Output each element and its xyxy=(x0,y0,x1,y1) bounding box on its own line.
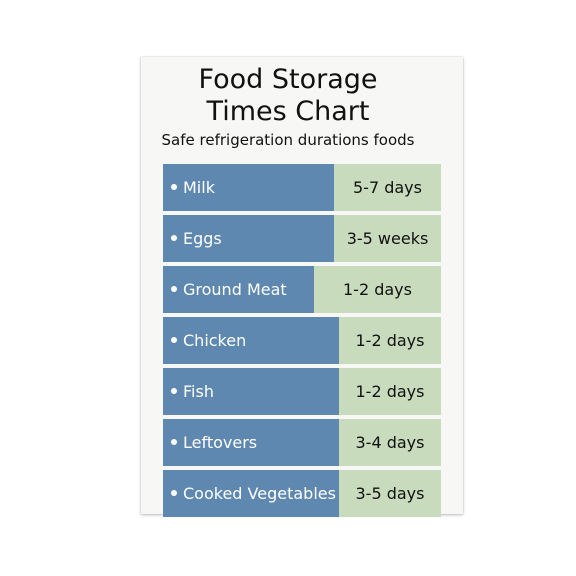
food-label: Eggs xyxy=(183,229,222,248)
bullet-dot-icon xyxy=(171,489,177,496)
duration-cell: 5-7 days xyxy=(353,178,422,197)
storage-row-leftovers: Leftovers 3-4 days xyxy=(163,419,441,466)
bullet-dot-icon xyxy=(171,234,177,241)
food-cell: Leftovers xyxy=(163,419,339,466)
chart-title-line-1: Food Storage xyxy=(198,64,378,95)
food-cell: Eggs xyxy=(163,215,334,262)
food-label: Cooked Vegetables xyxy=(183,484,336,503)
duration-cell: 3-5 days xyxy=(355,484,425,503)
bullet-dot-icon xyxy=(171,438,177,445)
chart-title-line-2: Times Chart xyxy=(206,96,370,127)
duration-cell: 1-2 days xyxy=(355,382,425,401)
chart-title: Food Storage Times Chart xyxy=(0,64,576,128)
food-label: Chicken xyxy=(183,331,247,350)
storage-row-eggs: Eggs 3-5 weeks xyxy=(163,215,441,262)
storage-rows: Milk 5-7 days Eggs 3-5 weeks Ground Meat… xyxy=(163,164,441,521)
food-label: Ground Meat xyxy=(183,280,287,299)
storage-row-ground-meat: Ground Meat 1-2 days xyxy=(163,266,441,313)
storage-row-milk: Milk 5-7 days xyxy=(163,164,441,211)
duration-cell: 1-2 days xyxy=(343,280,412,299)
duration-cell: 3-5 weeks xyxy=(346,229,429,248)
food-cell: Milk xyxy=(163,164,334,211)
food-cell: Cooked Vegetables xyxy=(163,470,339,517)
food-label: Milk xyxy=(183,178,215,197)
food-cell: Chicken xyxy=(163,317,339,364)
bullet-dot-icon xyxy=(171,285,177,292)
duration-cell: 1-2 days xyxy=(355,331,425,350)
food-label: Leftovers xyxy=(183,433,258,452)
storage-row-fish: Fish 1-2 days xyxy=(163,368,441,415)
duration-cell: 3-4 days xyxy=(355,433,425,452)
bullet-dot-icon xyxy=(171,183,177,190)
food-label: Fish xyxy=(183,382,214,401)
bullet-dot-icon xyxy=(171,387,177,394)
storage-row-chicken: Chicken 1-2 days xyxy=(163,317,441,364)
food-cell: Ground Meat xyxy=(163,266,314,313)
bullet-dot-icon xyxy=(171,336,177,343)
chart-subtitle: Safe refrigeration durations foods xyxy=(161,131,415,149)
storage-row-cooked-vegetables: Cooked Vegetables 3-5 days xyxy=(163,470,441,517)
food-cell: Fish xyxy=(163,368,339,415)
